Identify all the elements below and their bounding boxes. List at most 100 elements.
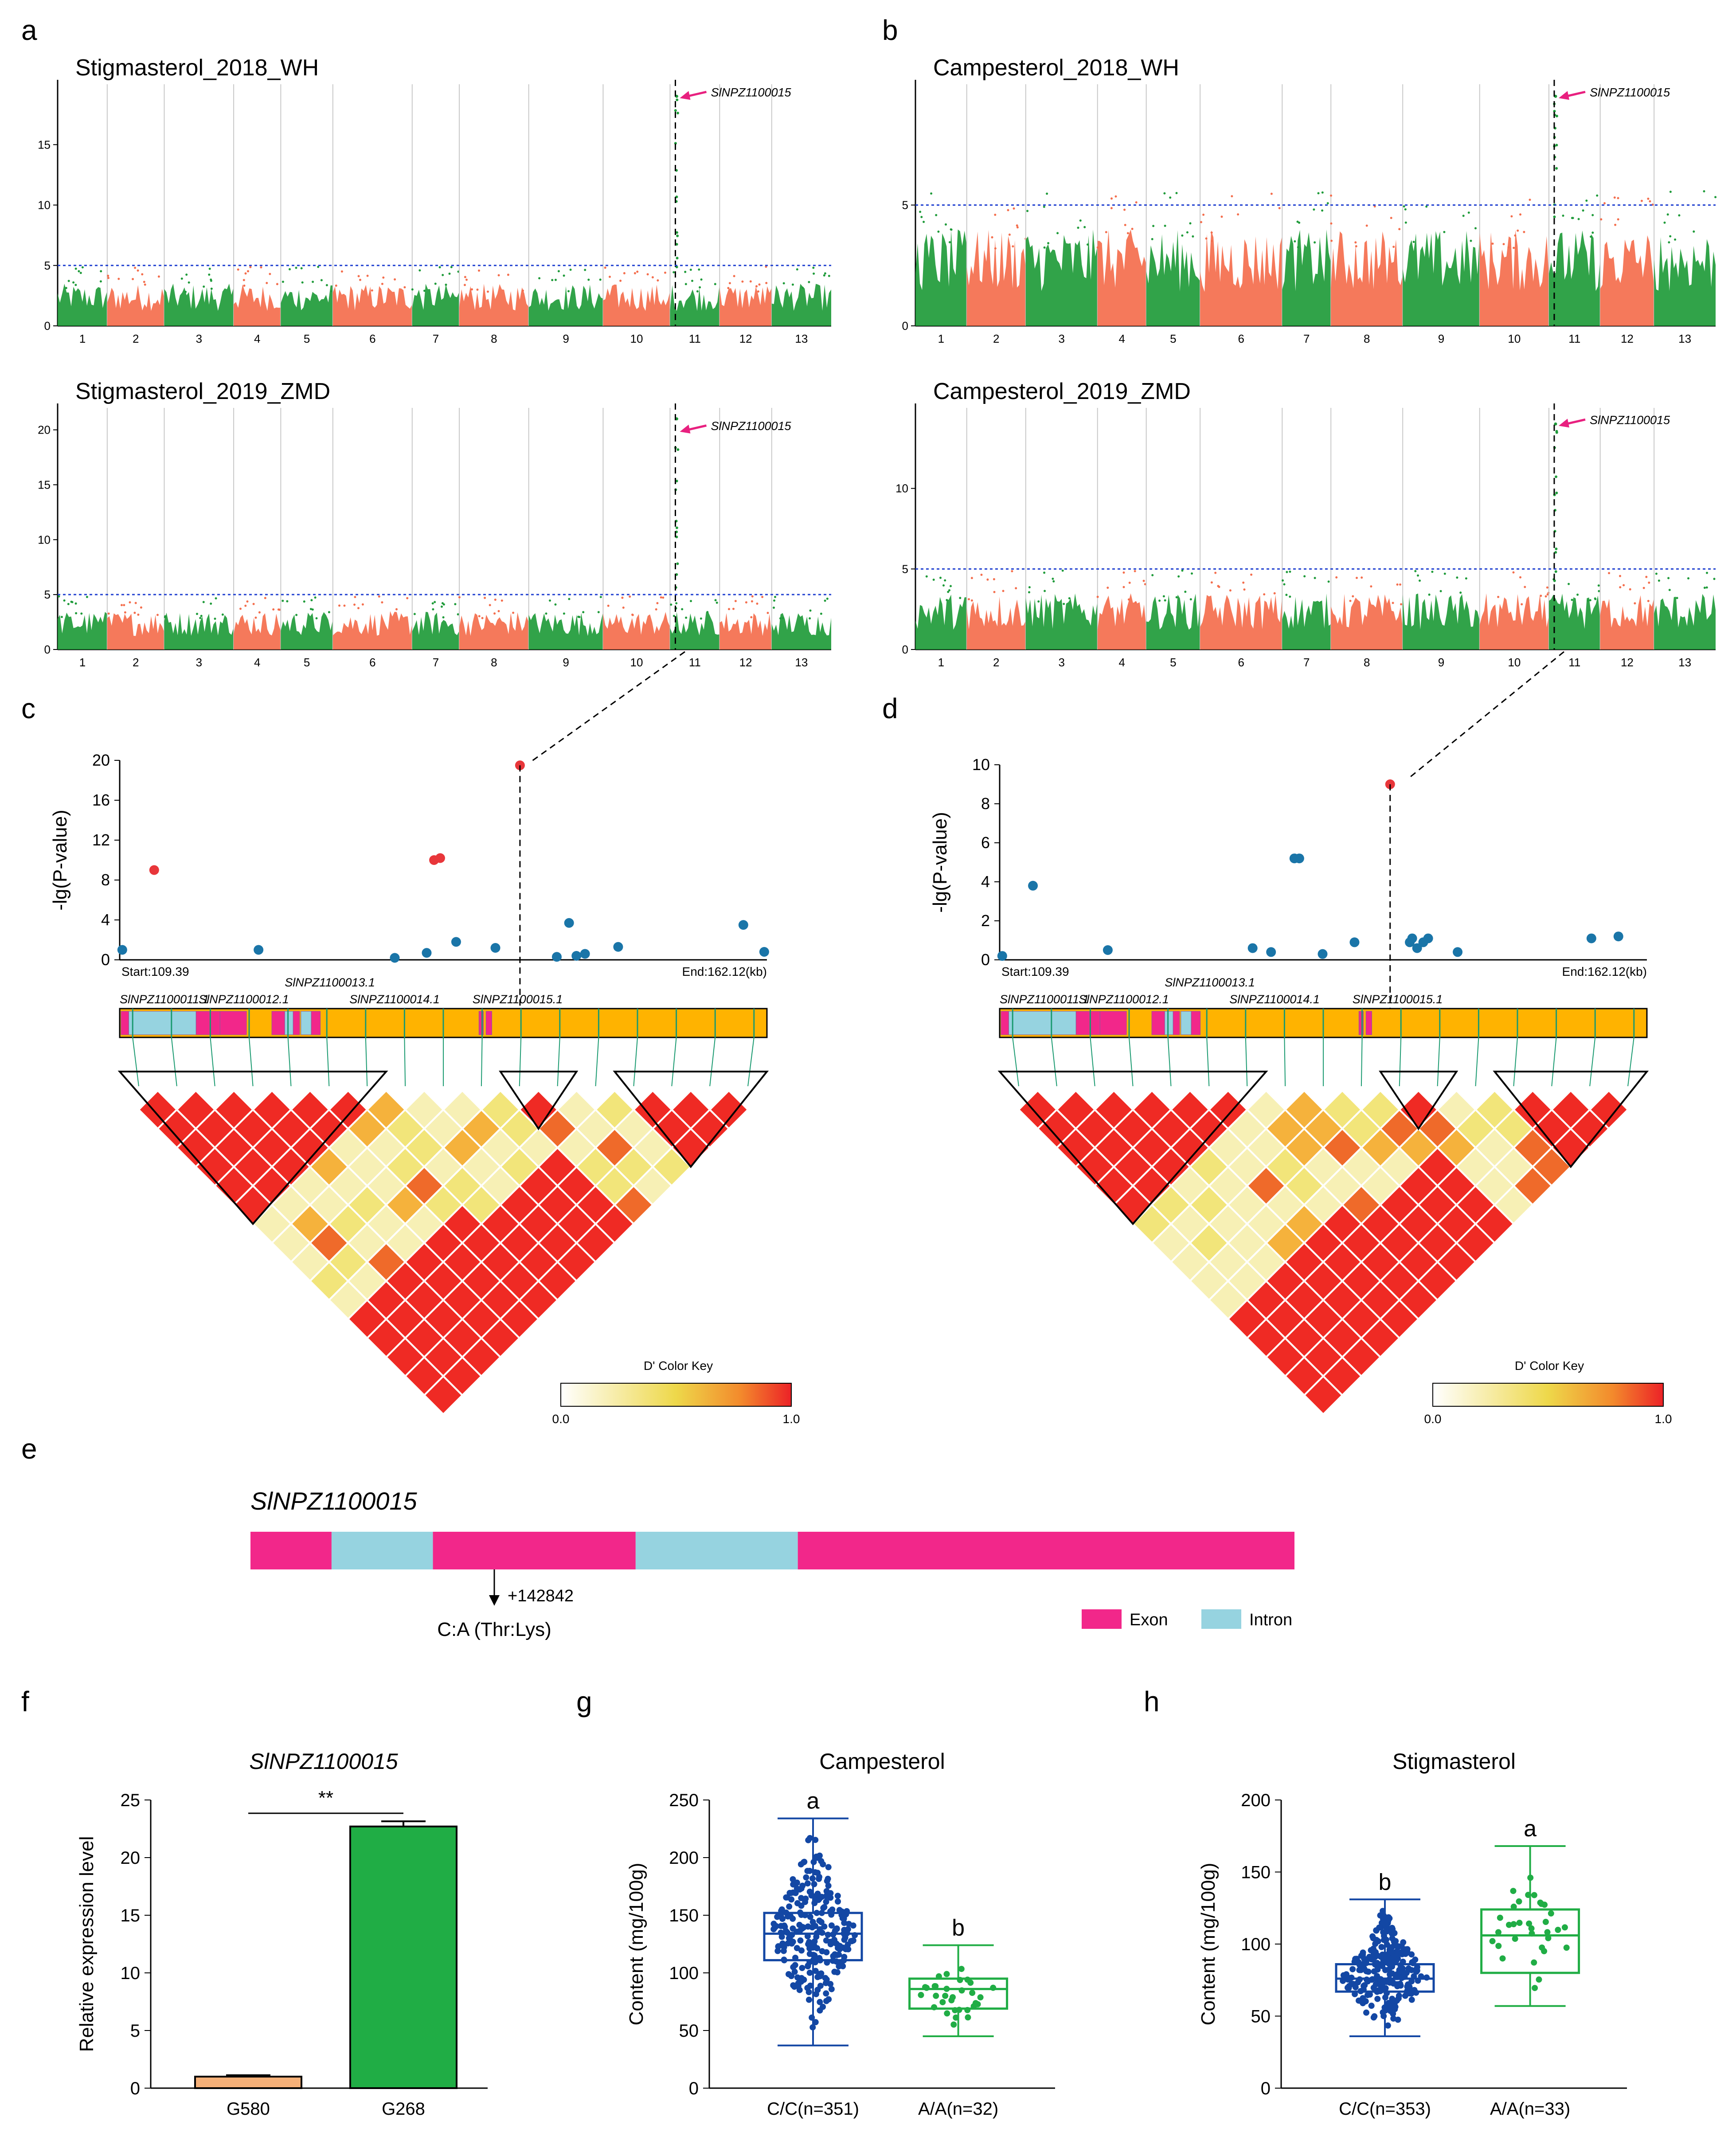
- data-point: [778, 1906, 785, 1913]
- snp-point: [1443, 572, 1446, 575]
- snp-point: [1162, 595, 1165, 598]
- association-point: [1294, 853, 1304, 864]
- data-point: [1377, 1953, 1384, 1960]
- snp-point: [684, 270, 687, 273]
- data-point: [817, 2007, 823, 2014]
- data-point: [807, 1913, 813, 1920]
- data-point: [827, 1941, 834, 1948]
- y-tick-label: 5: [902, 562, 908, 575]
- data-point: [1357, 1967, 1364, 1973]
- snp-point: [1462, 215, 1465, 217]
- peak-snp-point: [1555, 491, 1558, 494]
- x-category-label: A/A(n=33): [1490, 2099, 1570, 2119]
- snp-point: [423, 290, 426, 292]
- data-point: [806, 1889, 813, 1895]
- snp-point: [623, 272, 626, 274]
- snp-point: [489, 604, 491, 606]
- snp-point: [1164, 599, 1166, 602]
- y-tick-label: 4: [981, 872, 990, 891]
- chromosome-snp-band: [1548, 231, 1600, 326]
- data-point: [802, 1895, 809, 1902]
- data-point: [804, 1880, 811, 1887]
- snp-point: [1096, 246, 1099, 249]
- data-point: [789, 1940, 795, 1947]
- snp-point: [1355, 245, 1357, 247]
- data-point: [817, 1999, 823, 2005]
- snp-point: [141, 273, 144, 276]
- snp-point: [1127, 598, 1130, 601]
- snp-point: [1705, 586, 1708, 589]
- snp-point: [1151, 238, 1153, 240]
- chromosome-label: 2: [133, 332, 139, 345]
- data-point: [1532, 1985, 1538, 1991]
- snp-point: [244, 604, 247, 607]
- association-point: [1103, 945, 1113, 955]
- data-point: [821, 1923, 828, 1930]
- panel-label-h: h: [1144, 1686, 1160, 1718]
- snp-point: [1135, 201, 1138, 203]
- snp-point: [942, 584, 945, 587]
- data-point: [1372, 1981, 1379, 1988]
- snp-point: [522, 290, 524, 292]
- snp-point: [796, 268, 798, 271]
- snp-point: [117, 278, 120, 280]
- snp-point: [395, 608, 398, 610]
- chromosome-snp-band: [1479, 593, 1549, 649]
- snp-point: [948, 589, 950, 591]
- snp-point: [1028, 591, 1030, 594]
- data-point: [1361, 1982, 1368, 1989]
- chromosome-snp-band: [1200, 595, 1282, 649]
- chromosome-label: 9: [563, 656, 569, 669]
- association-point: [738, 920, 748, 930]
- chromosome-snp-band: [1403, 593, 1480, 649]
- snp-point: [442, 616, 445, 618]
- snp-point: [1571, 599, 1573, 601]
- significance-letter: a: [1524, 1816, 1537, 1842]
- snp-point: [512, 611, 515, 614]
- snp-point: [1523, 231, 1525, 233]
- data-point: [812, 2019, 819, 2026]
- snp-point: [1642, 587, 1645, 589]
- box-iqr: [908, 1977, 1009, 2010]
- gene-track-exon: [195, 1011, 220, 1035]
- data-point: [942, 1992, 949, 1999]
- snp-point: [1649, 200, 1651, 203]
- snp-point: [1320, 601, 1322, 603]
- snp-point: [1361, 576, 1363, 579]
- x-category-label: G580: [227, 2099, 270, 2119]
- gene-structure-diagram: SlNPZ1100015 +142842 C:A (Thr:Lys) Exon …: [250, 1487, 1294, 1640]
- manhattan-title: Stigmasterol_2019_ZMD: [75, 379, 330, 404]
- snp-point: [74, 284, 77, 286]
- ld-heatmap: [137, 1089, 749, 1416]
- data-point: [821, 1904, 828, 1910]
- snp-point: [655, 608, 657, 610]
- chromosome-label: 2: [993, 332, 999, 345]
- snp-point: [67, 280, 70, 282]
- chromosome-snp-band: [332, 285, 412, 326]
- snp-point: [406, 597, 409, 599]
- snp-point: [75, 612, 78, 614]
- snp-point: [478, 615, 481, 618]
- chromosome-snp-band: [281, 612, 333, 649]
- snp-point: [1352, 595, 1354, 598]
- snp-point: [555, 278, 557, 281]
- snp-point: [1011, 570, 1013, 572]
- data-point: [1386, 1949, 1393, 1956]
- snp-point: [1667, 577, 1670, 579]
- gene-track-exon: [1365, 1011, 1372, 1035]
- data-point: [791, 1968, 798, 1975]
- snp-point: [732, 607, 735, 610]
- data-point: [799, 1924, 805, 1930]
- snp-point: [1218, 586, 1220, 588]
- y-tick-label: 10: [972, 755, 990, 774]
- data-point: [814, 1890, 821, 1897]
- data-point: [786, 1935, 792, 1941]
- snp-point: [1703, 190, 1705, 192]
- chromosome-label: 5: [1170, 332, 1176, 345]
- snp-point: [1114, 195, 1117, 198]
- data-point: [1385, 1916, 1392, 1923]
- gene-segments: [250, 1532, 1294, 1569]
- peak-snp-point: [1555, 144, 1558, 147]
- data-point: [1405, 1965, 1412, 1972]
- snp-point: [1443, 231, 1446, 233]
